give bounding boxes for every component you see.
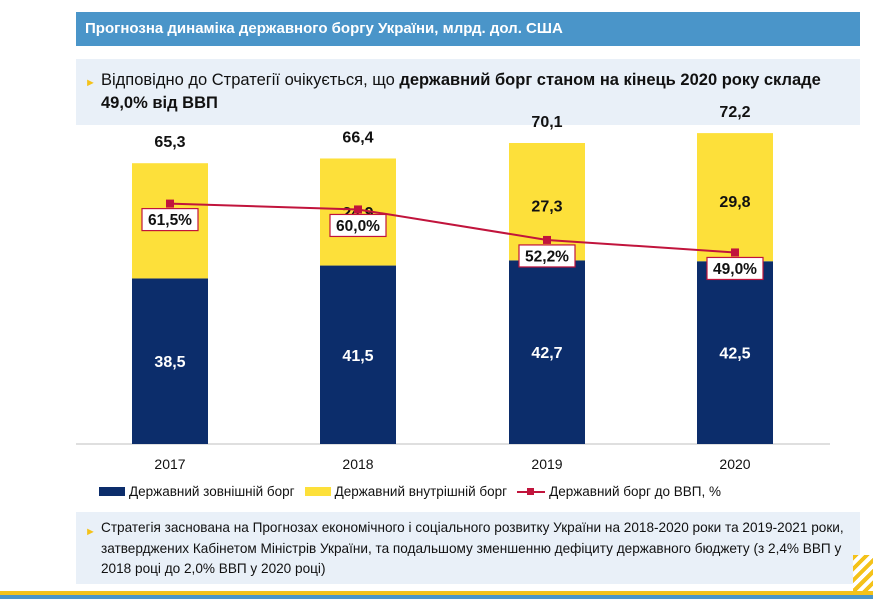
chart-legend: Державний зовнішній борг Державний внутр… [99, 482, 731, 500]
callout-text-bold: державний борг станом на кінець 2020 рок… [101, 71, 821, 112]
label-external-2018: 41,5 [342, 348, 373, 365]
callout-text-plain: Відповідно до Стратегії очікується, що [101, 71, 400, 89]
label-box-debt-to-gdp-2018 [329, 213, 387, 238]
legend-swatch-line [517, 487, 546, 496]
legend-swatch-external [99, 486, 125, 496]
legend-item-internal: Державний внутрішній борг [304, 483, 508, 499]
x-tick-2018: 2018 [342, 456, 373, 472]
label-external-2017: 38,5 [154, 354, 185, 371]
x-tick-2020: 2020 [719, 456, 750, 472]
legend-label-line: Державний борг до ВВП, % [549, 483, 722, 499]
x-tick-2017: 2017 [154, 456, 185, 472]
label-box-debt-to-gdp-2017 [141, 207, 199, 232]
legend-label-external: Державний зовнішній борг [129, 483, 295, 499]
strategy-callout: ► Відповідно до Стратегії очікується, що… [76, 59, 860, 125]
label-total-2019: 70,1 [531, 114, 562, 131]
slide-title: Прогнозна динаміка державного боргу Укра… [76, 12, 860, 46]
label-internal-2019: 27,3 [531, 199, 562, 216]
x-tick-2019: 2019 [531, 456, 562, 472]
bottom-stripe-yellow [0, 591, 873, 595]
debt-chart: 38,526,865,3201741,524,966,4201842,727,3… [76, 104, 830, 472]
marker-debt-to-gdp-2017 [166, 199, 174, 208]
bar-external-2020 [697, 261, 773, 444]
label-debt-to-gdp-2018: 60,0% [336, 218, 380, 235]
label-total-2020: 72,2 [719, 104, 750, 121]
legend-label-internal: Державний внутрішній борг [334, 483, 508, 499]
label-external-2019: 42,7 [531, 345, 562, 362]
label-total-2017: 65,3 [154, 134, 185, 151]
triangle-bullet-icon: ► [85, 77, 96, 89]
label-debt-to-gdp-2020: 49,0% [713, 261, 757, 278]
label-total-2018: 66,4 [342, 129, 373, 146]
label-box-debt-to-gdp-2020 [706, 256, 764, 281]
footer-text: Стратегія заснована на Прогнозах економі… [101, 520, 844, 576]
label-internal-2020: 29,8 [719, 194, 750, 211]
bar-external-2018 [320, 265, 396, 444]
bar-internal-2020 [697, 133, 773, 262]
footer-note: ► Стратегія заснована на Прогнозах еконо… [76, 512, 860, 584]
legend-item-line: Державний борг до ВВП, % [517, 484, 721, 499]
marker-debt-to-gdp-2020 [731, 248, 739, 257]
label-box-debt-to-gdp-2019 [518, 244, 576, 268]
marker-debt-to-gdp-2019 [543, 235, 551, 244]
bar-external-2019 [509, 260, 585, 444]
label-debt-to-gdp-2017: 61,5% [148, 212, 192, 229]
line-debt-to-gdp [169, 202, 736, 254]
label-external-2020: 42,5 [719, 346, 750, 363]
label-debt-to-gdp-2019: 52,2% [525, 248, 569, 265]
legend-swatch-internal [304, 486, 331, 496]
legend-item-external: Державний зовнішній борг [99, 484, 295, 499]
marker-debt-to-gdp-2018 [354, 205, 362, 214]
bottom-stripe-blue [0, 595, 873, 599]
triangle-bullet-icon: ► [85, 526, 96, 538]
decorative-corner-stripes [853, 555, 873, 595]
bar-external-2017 [132, 278, 208, 444]
